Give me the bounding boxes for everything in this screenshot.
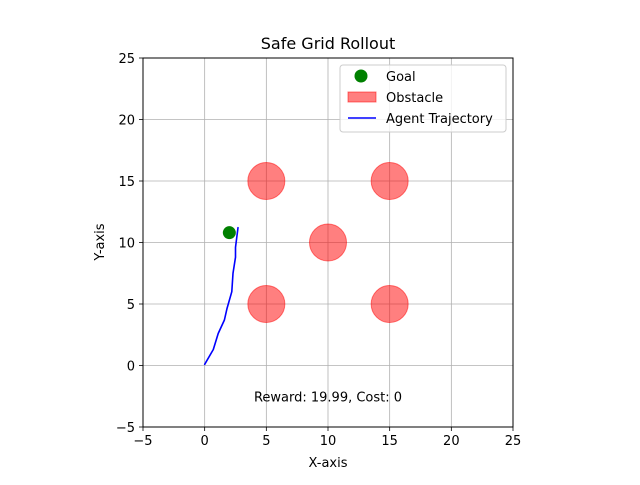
y-tick-label: 0 xyxy=(127,360,135,375)
legend-label: Agent Trajectory xyxy=(386,112,493,127)
x-axis-label: X-axis xyxy=(309,456,348,471)
x-tick-label: −5 xyxy=(133,434,152,449)
y-tick-label: 10 xyxy=(118,237,135,252)
x-tick-label: 25 xyxy=(505,434,522,449)
legend-label: Obstacle xyxy=(386,91,443,106)
legend-goal-marker xyxy=(354,69,368,83)
y-tick-label: 5 xyxy=(127,298,135,313)
obstacle-circle xyxy=(309,223,347,262)
legend-obstacle-patch xyxy=(347,91,377,103)
y-tick-label: 25 xyxy=(118,52,135,67)
x-tick-label: 0 xyxy=(201,434,209,449)
x-tick-label: 5 xyxy=(262,434,270,449)
y-axis-label: Y-axis xyxy=(93,223,108,261)
x-tick-label: 15 xyxy=(381,434,398,449)
y-tick-label: −5 xyxy=(116,421,135,436)
obstacle-circle xyxy=(247,285,286,323)
annotation-reward-cost: Reward: 19.99, Cost: 0 xyxy=(254,390,402,405)
x-tick-label: 10 xyxy=(320,434,337,449)
legend-box xyxy=(339,64,507,133)
legend-label: Goal xyxy=(386,70,416,85)
obstacle-circle xyxy=(247,162,286,200)
obstacle-circle xyxy=(370,285,409,323)
trajectory-line xyxy=(203,226,239,366)
y-tick-label: 20 xyxy=(118,114,135,129)
chart-title: Safe Grid Rollout xyxy=(261,34,395,53)
y-tick-label: 15 xyxy=(118,175,135,190)
goal-marker xyxy=(222,226,236,240)
obstacle-circle xyxy=(370,162,409,200)
x-tick-label: 20 xyxy=(443,434,460,449)
legend: Goal Obstacle Agent Trajectory xyxy=(339,64,507,133)
